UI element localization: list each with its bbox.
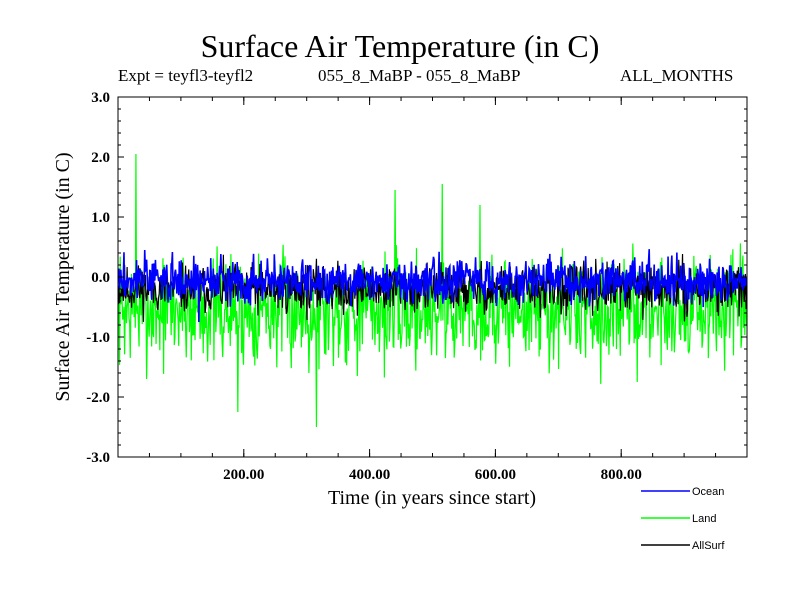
legend-label-land: Land xyxy=(692,513,716,525)
y-tick-label: 0.0 xyxy=(91,270,110,286)
legend: Ocean Land AllSurf xyxy=(641,486,725,552)
x-tick-label: 600.00 xyxy=(475,467,516,483)
experiment-label: Expt = teyfl3-teyfl2 xyxy=(118,66,254,85)
y-tick-label: 1.0 xyxy=(91,210,110,226)
legend-label-allsurf: AllSurf xyxy=(692,540,725,552)
axis-ticks-group xyxy=(118,96,747,458)
series-line-land xyxy=(117,153,748,428)
x-tick-label: 800.00 xyxy=(601,467,642,483)
y-tick-label: 2.0 xyxy=(91,150,110,166)
plot-series-group xyxy=(117,153,748,428)
y-tick-label: -1.0 xyxy=(86,330,110,346)
tick-labels-group: -3.0 -2.0 -1.0 0.0 1.0 2.0 3.0 200.00 400.00 600.… xyxy=(86,90,642,483)
chart-title: Surface Air Temperature (in C) xyxy=(200,28,600,64)
months-label: ALL_MONTHS xyxy=(620,66,734,85)
x-axis-label: Time (in years since start) xyxy=(328,487,536,509)
series-line-ocean xyxy=(117,249,748,323)
y-tick-label: 3.0 xyxy=(91,90,110,106)
legend-label-ocean: Ocean xyxy=(692,486,724,498)
x-tick-label: 200.00 xyxy=(223,467,264,483)
y-axis-label: Surface Air Temperature (in C) xyxy=(52,152,74,401)
y-tick-label: -3.0 xyxy=(86,450,110,466)
period-label: 055_8_MaBP - 055_8_MaBP xyxy=(318,66,521,85)
x-tick-label: 400.00 xyxy=(349,467,390,483)
y-tick-label: -2.0 xyxy=(86,390,110,406)
